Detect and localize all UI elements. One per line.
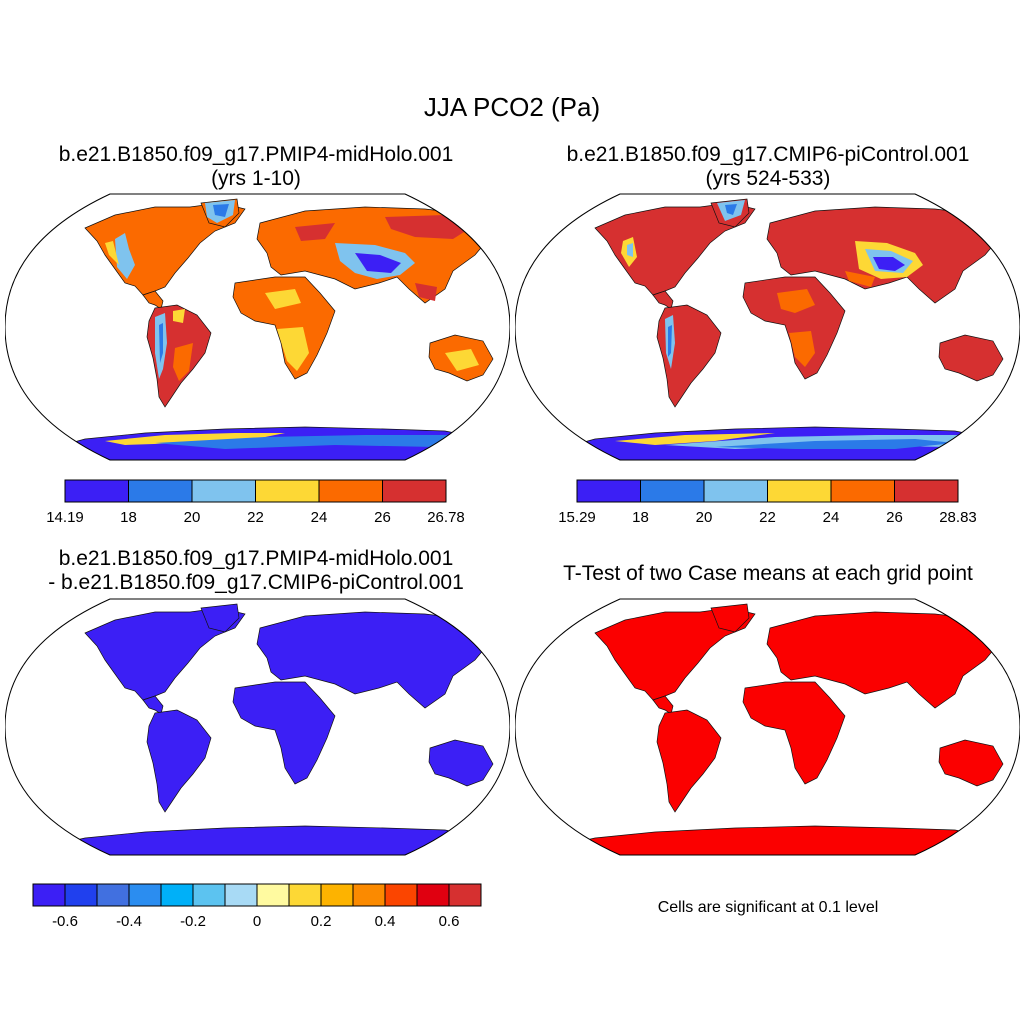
colorbar-box [384,883,418,907]
colorbar-box [320,883,354,907]
map-picontrol [515,193,1020,461]
colorbar-tick-label: 24 [311,509,328,526]
colorbar-box [96,883,130,907]
map-frame [515,598,1020,856]
africa [742,276,846,380]
significance-note: Cells are significant at 0.1 level [657,899,879,916]
colorbar-tick-label: 28.83 [939,509,977,526]
colorbar-tick-label: -0.6 [52,913,78,930]
colorbar-tick-label: 24 [823,509,840,526]
colorbar-box [224,883,258,907]
colorbar-picontrol: 15.29 18 20 22 24 26 28.83 [558,479,977,526]
map-difference [5,598,510,856]
colorbar-tick-label: 0.2 [311,913,332,930]
south-america [656,709,722,813]
colorbar-tick-label: -0.4 [116,913,142,930]
map-frame [515,193,1020,461]
colorbar-box [448,883,482,907]
land [515,603,1020,855]
north-america [84,607,246,701]
colorbar-box [830,479,895,503]
colorbar-box [255,479,320,503]
panel-title-line1: b.e21.B1850.f09_g17.PMIP4-midHolo.001 [58,143,454,166]
africa [232,276,336,380]
colorbar-tick-label: 0.6 [439,913,460,930]
colorbar-box [703,479,768,503]
antarctica [5,825,510,855]
panel-title-line2: (yrs 524-533) [705,167,831,190]
panel-title-picontrol: b.e21.B1850.f09_g17.CMIP6-piControl.001 … [512,143,1024,191]
colorbar-tick-label: 20 [184,509,201,526]
colorbar-tick-label: 22 [247,509,264,526]
colorbar-box [192,883,226,907]
north-america [594,202,756,296]
map-frame [5,193,510,461]
colorbar-box [256,883,290,907]
field-anomalies [615,200,995,449]
panel-title-line1: b.e21.B1850.f09_g17.PMIP4-midHolo.001 [58,547,454,570]
colorbar-tick-label: 15.29 [558,509,596,526]
map-ttest [515,598,1020,856]
colorbar-box [894,479,959,503]
colorbar-tick-label: 14.19 [46,509,84,526]
colorbar-difference: -0.6 -0.4 -0.2 0 0.2 0.4 0.6 [32,883,482,930]
colorbar-box [318,479,383,503]
colorbar-box [128,479,193,503]
panel-title-midholo: b.e21.B1850.f09_g17.PMIP4-midHolo.001 (y… [0,143,512,191]
colorbar-tick-label: 18 [632,509,649,526]
greenland [710,603,750,633]
south-america [146,709,212,813]
colorbar-box [576,479,641,503]
colorbar-box [191,479,256,503]
colorbar-tick-label: 22 [759,509,776,526]
colorbar-tick-label: 26 [374,509,391,526]
colorbar-tick-label: 26 [886,509,903,526]
panel-title-difference: b.e21.B1850.f09_g17.PMIP4-midHolo.001 - … [0,547,512,595]
colorbar-box [382,479,447,503]
colorbar-tick-label: -0.2 [180,913,206,930]
colorbar-midholo: 14.19 18 20 22 24 26 26.78 [46,479,465,526]
field-anomalies [105,200,485,449]
north-america [594,607,756,701]
colorbar-box [288,883,322,907]
panel-title-line2: - b.e21.B1850.f09_g17.CMIP6-piControl.00… [48,571,464,594]
figure-title: JJA PCO2 (Pa) [423,92,601,122]
colorbar-tick-label: 20 [696,509,713,526]
australia [938,334,1004,382]
colorbar-tick-label: 0.4 [375,913,396,930]
antarctica [515,825,1020,855]
colorbar-tick-label: 0 [253,913,261,930]
africa [742,681,846,785]
greenland [200,603,240,633]
map-frame [5,598,510,856]
australia [428,739,494,787]
panel-title-ttest: T-Test of two Case means at each grid po… [512,562,1024,586]
colorbar-box [64,479,129,503]
colorbar-box [640,479,705,503]
land [5,603,510,855]
colorbar-box [352,883,386,907]
panel-title-line2: (yrs 1-10) [211,167,301,190]
colorbar-box [767,479,832,503]
panel-title-line1: T-Test of two Case means at each grid po… [563,562,973,585]
colorbar-tick-label: 26.78 [427,509,465,526]
colorbar-box [416,883,450,907]
colorbar-box [32,883,66,907]
australia [938,739,1004,787]
colorbar-tick-label: 18 [120,509,137,526]
colorbar-box [64,883,98,907]
map-midholo [5,193,510,461]
colorbar-box [128,883,162,907]
africa [232,681,336,785]
panel-title-line1: b.e21.B1850.f09_g17.CMIP6-piControl.001 [566,143,970,166]
colorbar-box [160,883,194,907]
